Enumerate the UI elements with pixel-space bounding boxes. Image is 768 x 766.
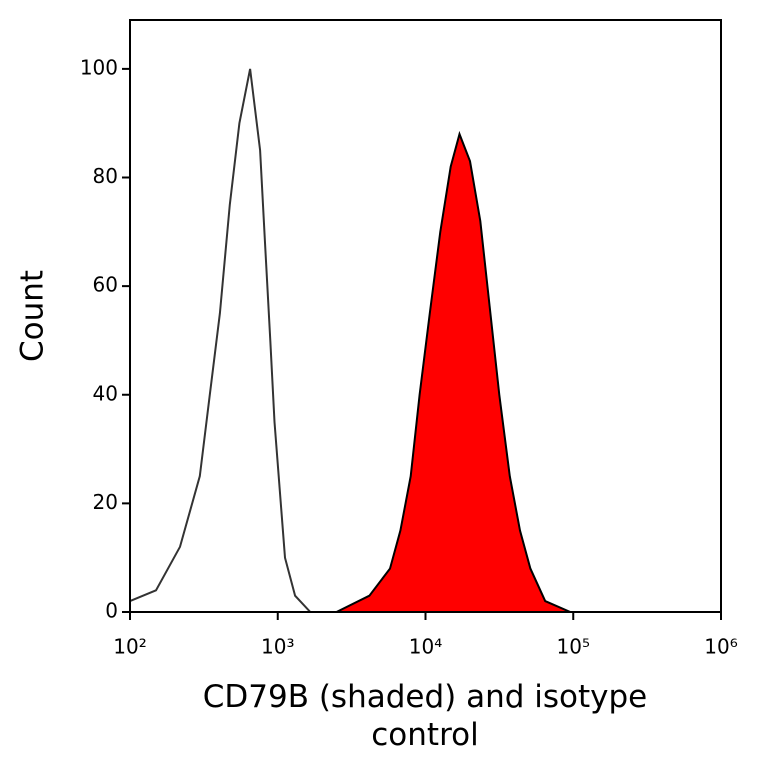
y-axis-label: Count: [15, 270, 51, 362]
y-tick-label: 80: [93, 164, 118, 188]
y-tick-label: 20: [93, 490, 118, 514]
histogram-line: [336, 130, 571, 613]
y-tick-label: 100: [80, 55, 118, 79]
x-tick-label: 10⁴: [409, 635, 442, 659]
x-tick-label: 10²: [113, 635, 146, 659]
x-tick-label: 10⁶: [704, 635, 737, 659]
y-tick-label: 0: [105, 599, 118, 623]
x-axis-label: CD79B (shaded) and isotype control: [202, 679, 648, 753]
x-tick-label: 10³: [261, 635, 294, 659]
x-tick-label: 10⁵: [557, 635, 590, 659]
y-tick-label: 40: [93, 381, 118, 405]
area: [336, 134, 571, 612]
y-tick-label: 60: [93, 273, 118, 297]
